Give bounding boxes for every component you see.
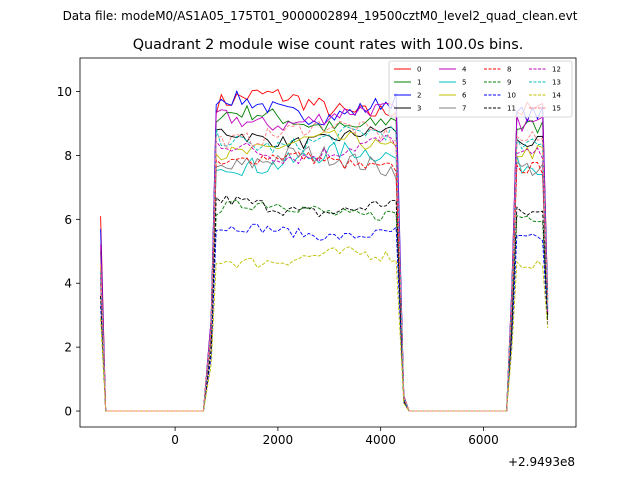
series-line-15 [100,120,549,412]
legend-label-8: 8 [507,66,511,74]
legend-label-10: 10 [507,92,516,100]
series-line-6 [100,129,549,412]
legend-label-14: 14 [552,92,561,100]
legend-label-13: 13 [552,79,561,87]
legend-label-11: 11 [507,105,516,113]
legend-label-0: 0 [417,66,421,74]
legend-label-9: 9 [507,79,511,87]
legend-label-2: 2 [417,92,421,100]
x-offset-label: +2.9493e8 [508,455,575,469]
plot-lines [100,88,549,412]
legend-box [388,60,573,118]
x-tick-label: 0 [171,433,179,447]
y-tick-label: 10 [57,85,72,99]
series-line-14 [100,246,549,412]
legend-label-12: 12 [552,66,561,74]
series-line-3 [100,126,549,412]
series-line-9 [100,199,549,412]
legend-label-3: 3 [417,105,421,113]
series-line-2 [100,89,549,412]
legend-label-1: 1 [417,79,421,87]
axes: 0 2000 4000 6000 0 2 4 6 8 10 [57,85,499,447]
series-line-7 [100,145,549,412]
y-tick-label: 4 [64,277,72,291]
series-line-11 [100,194,549,412]
plot-frame [79,57,577,428]
y-tick-label: 8 [64,149,72,163]
series-line-5 [100,141,549,412]
x-tick-label: 2000 [263,433,294,447]
series-line-8 [100,151,549,412]
y-tick-label: 2 [64,341,72,355]
series-line-13 [100,126,549,412]
data-file-label: Data file: modeM0/AS1A05_175T01_90000028… [63,9,578,23]
series-line-0 [100,88,549,412]
legend-label-6: 6 [462,92,467,100]
legend-label-5: 5 [462,79,466,87]
x-tick-label: 6000 [468,433,499,447]
y-tick-label: 6 [64,213,72,227]
legend-label-7: 7 [462,105,466,113]
series-line-12 [100,134,549,412]
legend-label-4: 4 [462,66,467,74]
chart-title: Quadrant 2 module wise count rates with … [133,37,524,53]
series-line-1 [100,104,549,412]
legend-label-15: 15 [552,105,561,113]
y-tick-label: 0 [64,405,72,419]
x-tick-label: 4000 [365,433,396,447]
